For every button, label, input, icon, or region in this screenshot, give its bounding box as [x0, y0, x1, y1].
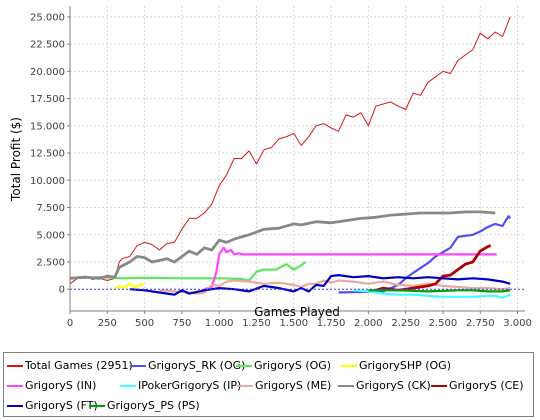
y-tick-label: 5.000 — [36, 230, 65, 241]
plot-area — [70, 6, 525, 311]
legend-swatch — [7, 405, 23, 407]
y-axis-ticks: 0 2.500 5.000 7.500 10.000 12.500 15.000 17.500… — [30, 12, 70, 296]
legend-label: GrigorySHP (OG) — [359, 359, 451, 372]
legend-row: GrigoryS (FT) GrigoryS_PS (PS) — [4, 397, 533, 414]
series-line-8 — [69, 210, 496, 280]
x-axis-ticks: 0 250 500 750 1.000 1.250 1.500 1.750 2.000 2.250… — [67, 311, 532, 329]
legend-label: GrigoryS (IN) — [25, 379, 97, 392]
series-line-11 — [368, 289, 511, 293]
x-tick-label: 3.000 — [503, 318, 532, 329]
chart: 0 250 500 750 1.000 1.250 1.500 1.750 2.000 2.250… — [9, 6, 532, 329]
legend-swatch — [7, 385, 23, 387]
y-tick-label: 22.500 — [30, 40, 65, 51]
legend-swatch — [236, 365, 252, 367]
x-tick-label: 0 — [67, 318, 73, 329]
legend-label: GrigoryS_RK (OG) — [148, 359, 246, 372]
y-tick-label: 12.500 — [30, 149, 65, 160]
y-tick-label: 0 — [59, 285, 65, 296]
legend-swatch — [338, 385, 354, 387]
series-line-6 — [353, 289, 511, 299]
x-tick-label: 1.000 — [205, 318, 234, 329]
y-tick-label: 20.000 — [30, 67, 65, 78]
legend-row: GrigoryS (IN) IPokerGrigoryS (IP) GrigoryS… — [4, 377, 533, 394]
x-tick-label: 2.250 — [391, 318, 420, 329]
y-tick-label: 15.000 — [30, 121, 65, 132]
series-line-5 — [203, 246, 497, 291]
x-tick-label: 750 — [172, 318, 191, 329]
series-line-7 — [159, 279, 511, 295]
series-layer — [69, 16, 512, 299]
series-line-1 — [69, 16, 511, 285]
x-tick-label: 1.250 — [242, 318, 271, 329]
series-line-2 — [338, 215, 512, 294]
legend-label: GrigoryS_PS (PS) — [107, 399, 200, 412]
legend-swatch — [7, 365, 23, 367]
x-tick-label: 1.500 — [279, 318, 308, 329]
axes — [69, 6, 525, 312]
legend-swatch — [237, 385, 253, 387]
x-axis-label: Games Played — [254, 305, 340, 319]
x-tick-label: 1.750 — [317, 318, 346, 329]
y-tick-label: 7.500 — [36, 203, 65, 214]
x-tick-label: 2.750 — [466, 318, 495, 329]
y-tick-label: 10.000 — [30, 176, 65, 187]
legend-label: GrigoryS (CK) — [356, 379, 431, 392]
legend-label: GrigoryS (ME) — [255, 379, 332, 392]
legend-row: Total Games (2951) GrigoryS_RK (OG) Grigor… — [4, 357, 533, 374]
y-axis-label: Total Profit ($) — [9, 117, 23, 202]
legend-label: GrigoryS (CE) — [449, 379, 524, 392]
legend-swatch — [130, 365, 146, 367]
series-line-4 — [114, 282, 144, 291]
legend-swatch — [431, 385, 447, 387]
legend-label: GrigoryS (OG) — [254, 359, 332, 372]
legend-swatch — [120, 385, 136, 387]
legend-label: Total Games (2951) — [25, 359, 133, 372]
y-tick-label: 17.500 — [30, 94, 65, 105]
legend-label: IPokerGrigoryS (IP) — [138, 379, 242, 392]
legend-swatch — [89, 405, 105, 407]
y-tick-label: 25.000 — [30, 12, 65, 23]
x-tick-label: 250 — [98, 318, 117, 329]
legend: Total Games (2951) GrigoryS_RK (OG) Grigor… — [3, 352, 534, 417]
x-tick-label: 2.500 — [429, 318, 458, 329]
x-tick-label: 2.000 — [354, 318, 383, 329]
legend-swatch — [341, 365, 357, 367]
y-tick-label: 2.500 — [36, 257, 65, 268]
series-line-10 — [129, 274, 511, 296]
legend-label: GrigoryS (FT) — [25, 399, 98, 412]
x-tick-label: 500 — [135, 318, 154, 329]
